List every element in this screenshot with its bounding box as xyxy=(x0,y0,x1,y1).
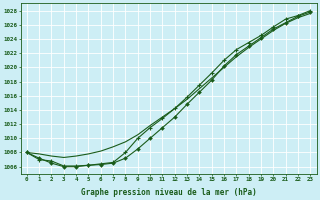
X-axis label: Graphe pression niveau de la mer (hPa): Graphe pression niveau de la mer (hPa) xyxy=(81,188,256,197)
